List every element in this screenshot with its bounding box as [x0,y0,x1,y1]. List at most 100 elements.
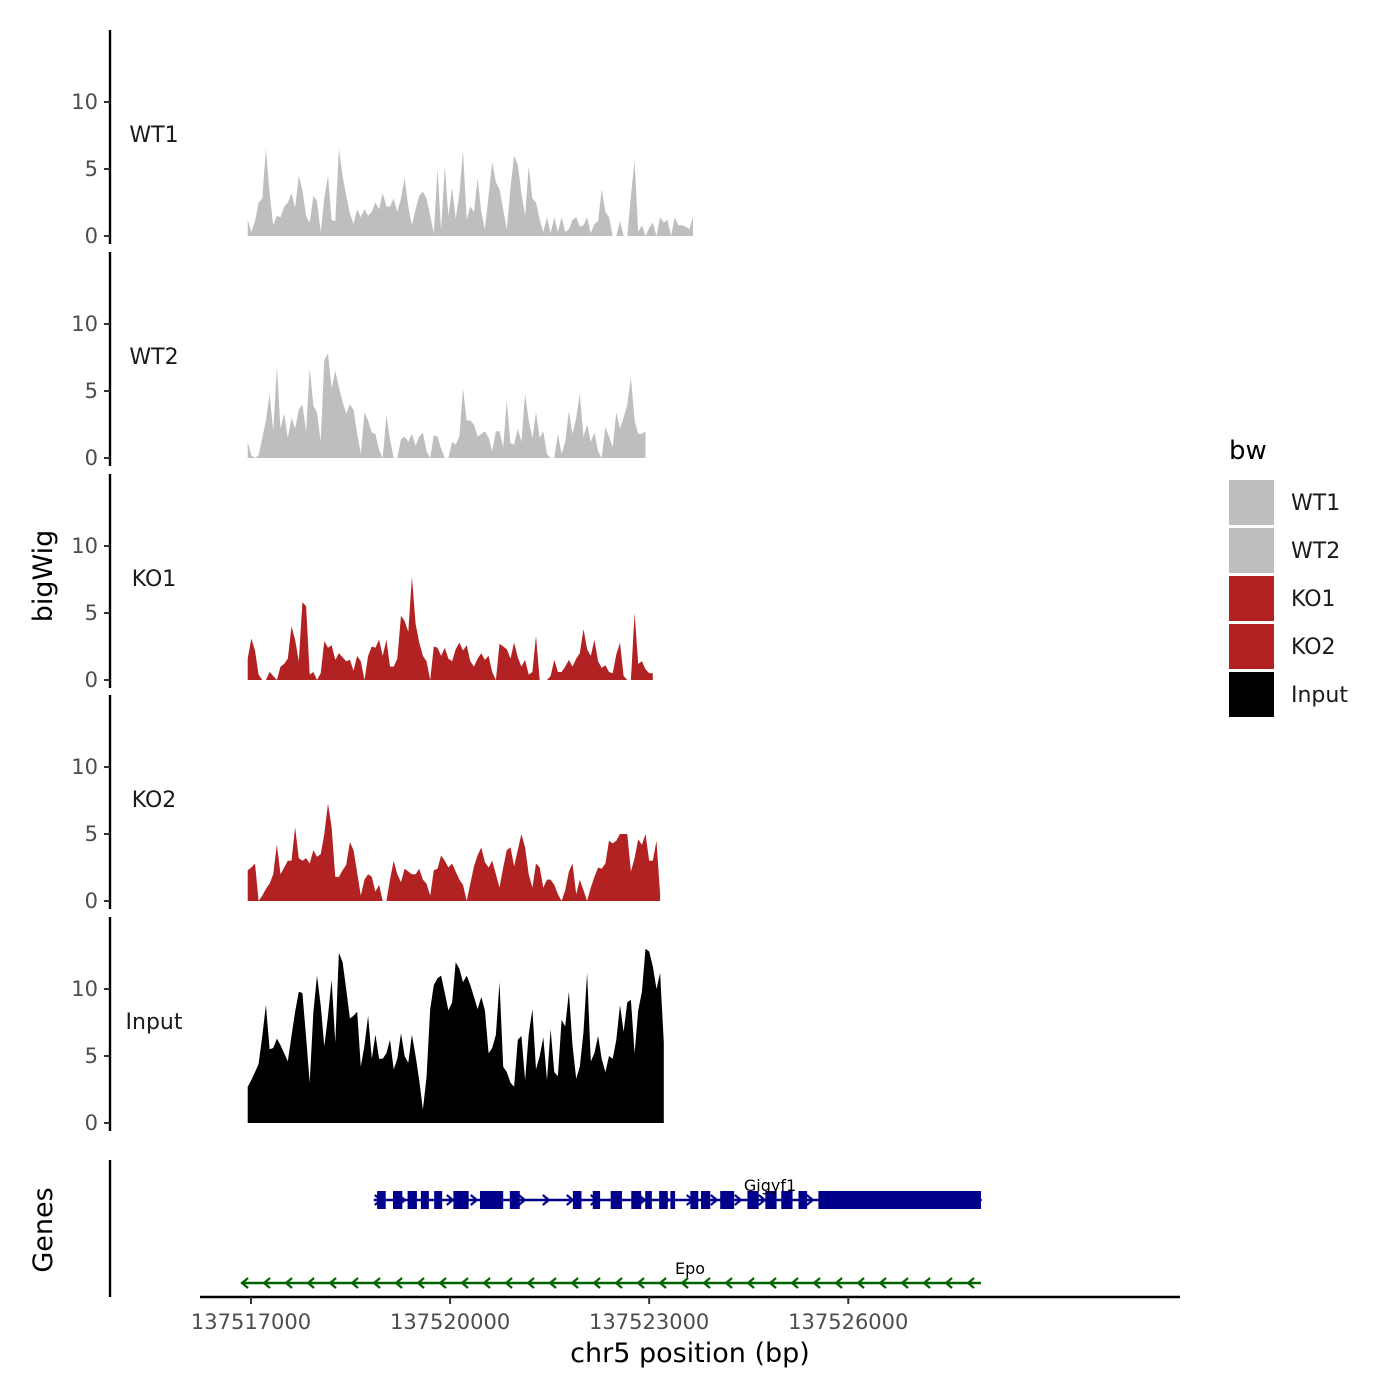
track-label: WT2 [129,345,178,370]
gene-track: Gigyf1 Epo [108,1160,983,1297]
strand-arrow [470,1194,479,1206]
bigwig-tracks: 0 5 10 WT1 0 5 10 WT2 0 5 10 KO1 0 5 10 KO2 0 5 10 Input [71,30,693,1135]
strand-arrow [394,1277,403,1289]
legend: bw WT1 WT2 KO1 KO2 Input [1229,436,1348,717]
gene-exon [420,1191,429,1209]
gene-exon [610,1191,622,1209]
y-tick-label: 0 [85,889,98,913]
strand-arrow [570,1277,579,1289]
y-tick-label: 10 [71,977,98,1001]
coverage-area-input [247,948,664,1123]
strand-arrow [680,1277,689,1289]
gene-epo: Epo [240,1259,981,1289]
strand-arrow [592,1277,601,1289]
strand-arrow [482,1277,491,1289]
gene-exon [659,1191,668,1209]
coverage-area-wt1 [247,148,693,236]
strand-arrow [372,1277,381,1289]
y-axis-title: bigWig [28,530,59,623]
strand-arrow [240,1277,249,1289]
strand-arrow [878,1277,887,1289]
strand-arrow [900,1277,909,1289]
strand-arrow [856,1277,865,1289]
y-tick-label: 0 [85,446,98,470]
legend-swatch-wt2 [1229,528,1274,573]
strand-arrow [446,1194,455,1206]
track-wt2: 0 5 10 WT2 [71,252,646,470]
strand-arrow [710,1194,719,1206]
coverage-area-ko1 [247,576,653,680]
legend-title: bw [1229,436,1267,466]
track-label: KO2 [132,788,177,813]
gene-exon [720,1191,735,1209]
legend-label: KO2 [1291,635,1336,660]
strand-arrow [548,1277,557,1289]
strand-arrow [542,1194,551,1206]
gene-exon [700,1191,711,1209]
y-tick-label: 10 [71,755,98,779]
gene-label: Epo [675,1259,705,1278]
gene-exon [645,1191,652,1209]
legend-label: WT1 [1291,491,1340,516]
strand-arrow [262,1277,271,1289]
gene-label: Gigyf1 [744,1176,796,1195]
genes-axis-title: Genes [28,1187,59,1272]
gene-exon [509,1191,520,1209]
legend-swatch-ko2 [1229,624,1274,669]
coverage-area-wt2 [247,353,646,458]
strand-arrow [416,1277,425,1289]
track-wt1: 0 5 10 WT1 [71,30,693,248]
strand-arrow [460,1277,469,1289]
strand-arrow [284,1277,293,1289]
gene-exon [592,1191,601,1209]
x-tick-label: 137517000 [191,1310,311,1334]
x-axis: 137517000 137520000 137523000 137526000 [191,1295,1180,1334]
y-tick-label: 5 [85,379,98,403]
y-tick-label: 10 [71,534,98,558]
track-ko2: 0 5 10 KO2 [71,695,661,913]
coverage-area-ko2 [247,803,661,901]
strand-arrow [504,1277,513,1289]
track-label: KO1 [132,567,177,592]
y-tick-label: 5 [85,1044,98,1068]
x-axis-title: chr5 position (bp) [570,1338,810,1369]
gene-exon [572,1191,582,1209]
track-label: WT1 [129,123,178,148]
legend-label: WT2 [1291,539,1340,564]
strand-arrow [350,1277,359,1289]
gene-exon [747,1191,759,1209]
strand-arrow [614,1277,623,1289]
strand-arrow [636,1277,645,1289]
gene-exon [434,1191,443,1209]
x-tick-label: 137526000 [788,1310,908,1334]
strand-arrow [438,1277,447,1289]
gene-exon [818,1191,981,1209]
strand-arrow [566,1194,575,1206]
gene-exon [690,1191,699,1209]
strand-arrow [306,1277,315,1289]
strand-arrow [518,1194,527,1206]
gene-exon [453,1191,469,1209]
gene-exon [393,1191,403,1209]
y-tick-label: 10 [71,312,98,336]
strand-arrow [768,1277,777,1289]
strand-arrow [702,1277,711,1289]
strand-arrow [658,1277,667,1289]
y-tick-label: 5 [85,822,98,846]
gene-exon [670,1191,676,1209]
legend-label: Input [1291,683,1348,708]
gene-exon [781,1191,793,1209]
y-tick-label: 0 [85,1111,98,1135]
track-ko1: 0 5 10 KO1 [71,474,653,692]
strand-arrow [812,1277,821,1289]
strand-arrow [758,1194,767,1206]
strand-arrow [966,1277,975,1289]
track-input: 0 5 10 Input [71,917,664,1135]
gene-exon [798,1191,808,1209]
legend-label: KO1 [1291,587,1336,612]
strand-arrow [806,1194,815,1206]
gene-exon [479,1191,504,1209]
legend-swatch-ko1 [1229,576,1274,621]
y-tick-label: 0 [85,224,98,248]
